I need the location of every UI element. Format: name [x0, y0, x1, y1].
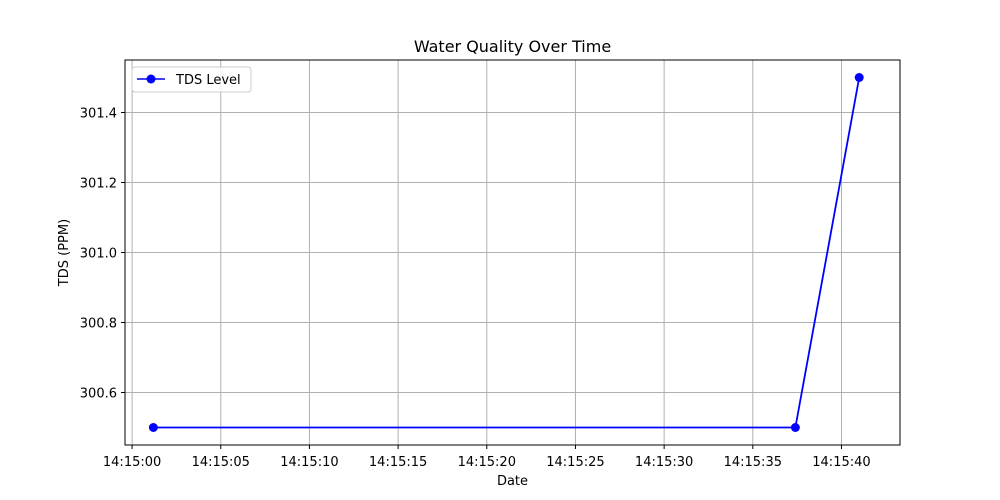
x-tick-label: 14:15:40 — [812, 455, 870, 470]
x-tick-label: 14:15:10 — [280, 455, 338, 470]
y-tick-label: 300.8 — [80, 317, 117, 332]
x-axis-ticks: 14:15:00 14:15:05 14:15:10 14:15:15 14:15:20… — [103, 445, 871, 470]
legend-marker — [146, 74, 156, 84]
series-layer — [148, 73, 864, 432]
x-tick-label: 14:15:20 — [458, 455, 516, 470]
y-tick-label: 301.0 — [80, 247, 117, 262]
y-tick-label: 301.2 — [80, 177, 117, 192]
y-tick-label: 300.6 — [80, 387, 117, 402]
legend-box — [131, 66, 252, 93]
y-axis-ticks: 300.6 300.8 301.0 301.2 301.4 — [80, 107, 125, 402]
x-axis-label: Date — [497, 474, 528, 489]
x-tick-label: 14:15:05 — [192, 455, 250, 470]
y-axis-label: TDS (PPM) — [57, 219, 72, 287]
data-point — [148, 423, 158, 432]
x-tick-label: 14:15:25 — [546, 455, 604, 470]
x-tick-label: 14:15:00 — [103, 455, 161, 470]
x-tick-label: 14:15:35 — [724, 455, 782, 470]
y-tick-label: 301.4 — [80, 107, 117, 122]
chart-title: Water Quality Over Time — [414, 37, 611, 56]
x-tick-label: 14:15:30 — [635, 455, 693, 470]
data-point — [854, 73, 864, 82]
x-tick-label: 14:15:15 — [369, 455, 427, 470]
grid — [125, 60, 900, 445]
data-point — [790, 423, 800, 432]
legend: TDS Level — [131, 66, 252, 93]
legend-label: TDS Level — [175, 73, 241, 88]
